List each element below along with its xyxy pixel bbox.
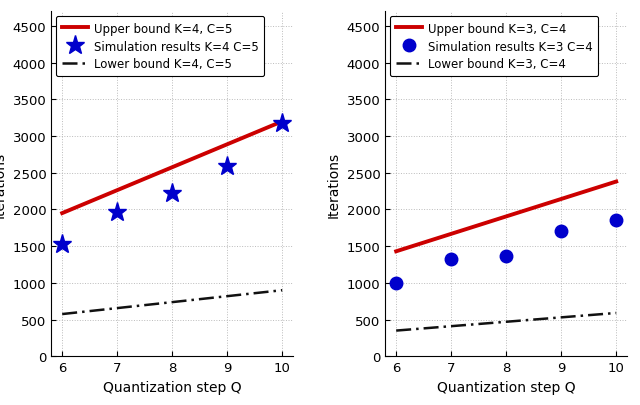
Legend: Upper bound K=3, C=4, Simulation results K=3 C=4, Lower bound K=3, C=4: Upper bound K=3, C=4, Simulation results…: [390, 17, 598, 77]
Y-axis label: Iterations: Iterations: [0, 151, 7, 217]
Legend: Upper bound K=4, C=5, Simulation results K=4 C=5, Lower bound K=4, C=5: Upper bound K=4, C=5, Simulation results…: [56, 17, 264, 77]
X-axis label: Quantization step Q: Quantization step Q: [103, 380, 241, 394]
Y-axis label: Iterations: Iterations: [327, 151, 341, 217]
X-axis label: Quantization step Q: Quantization step Q: [437, 380, 575, 394]
